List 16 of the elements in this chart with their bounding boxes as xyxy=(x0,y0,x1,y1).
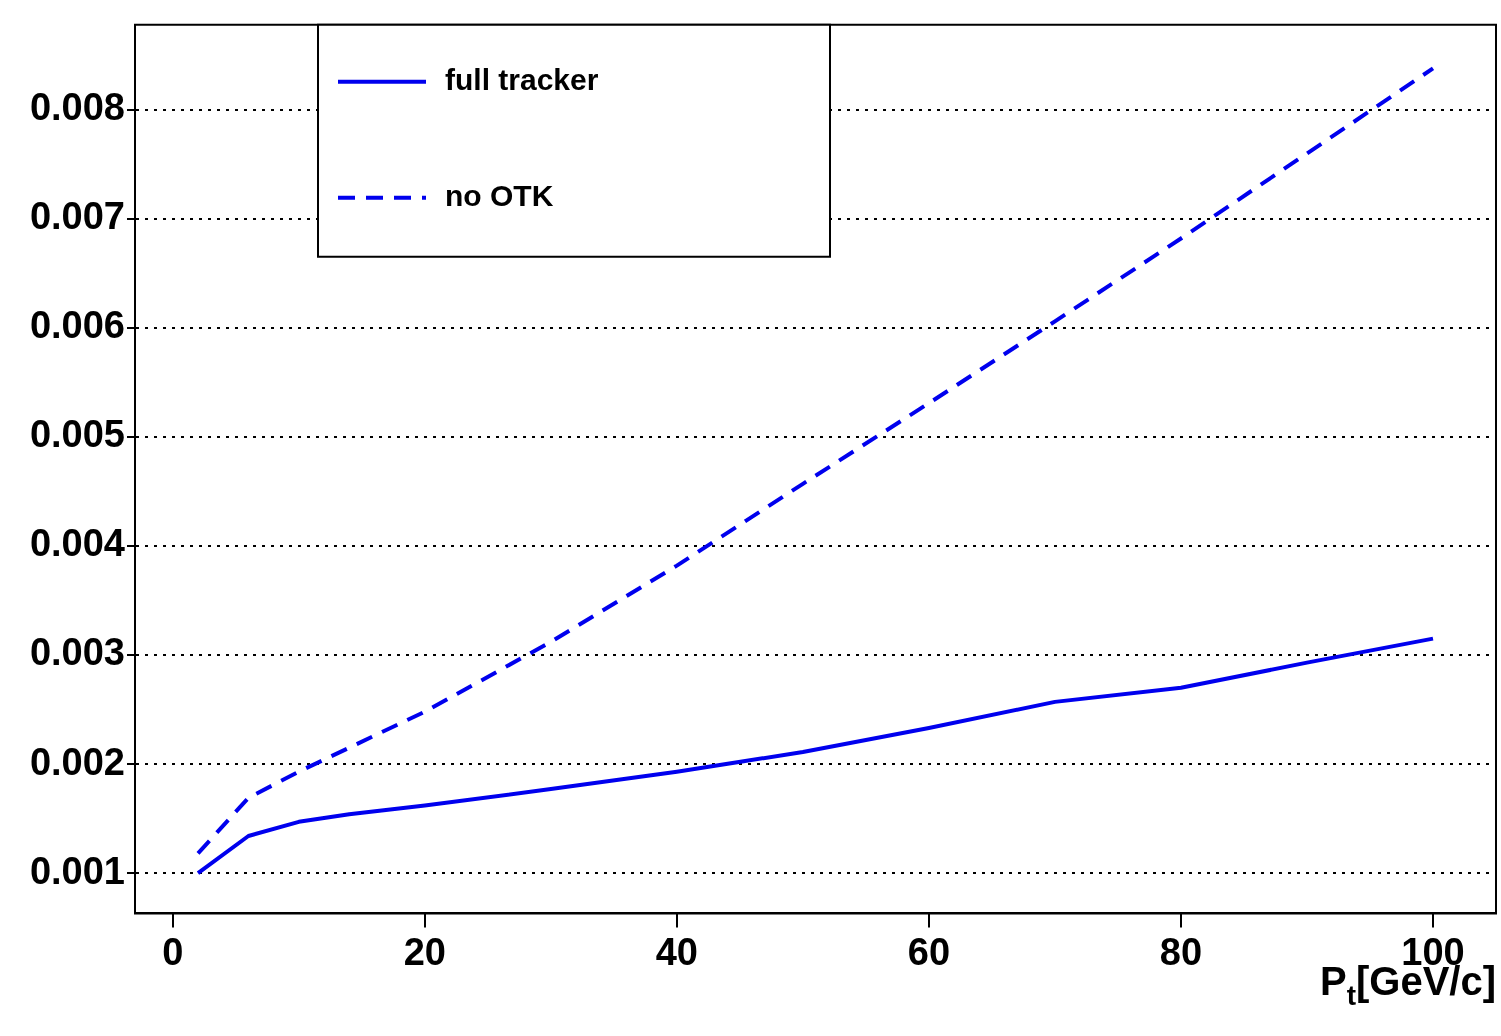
x-tick-label: 20 xyxy=(403,930,446,973)
y-tick-label: 0.006 xyxy=(29,304,125,347)
legend-label: full tracker xyxy=(445,63,599,97)
y-tick-label: 0.008 xyxy=(29,86,125,129)
x-tick-label: 60 xyxy=(907,930,951,973)
line-series xyxy=(196,66,1435,856)
y-tick-label: 0.003 xyxy=(29,631,125,674)
y-tick-label: 0.002 xyxy=(29,740,125,783)
x-tick-label: 0 xyxy=(162,930,184,973)
y-tick-label: 0.005 xyxy=(29,413,125,456)
y-tick-label: 0.007 xyxy=(29,195,125,238)
x-tick-label: 80 xyxy=(1159,930,1203,973)
y-tick-label: 0.001 xyxy=(29,849,125,892)
legend-label: no OTK xyxy=(445,179,554,213)
y-tick-label: 0.004 xyxy=(29,522,125,565)
x-tick-label: 40 xyxy=(655,930,699,973)
